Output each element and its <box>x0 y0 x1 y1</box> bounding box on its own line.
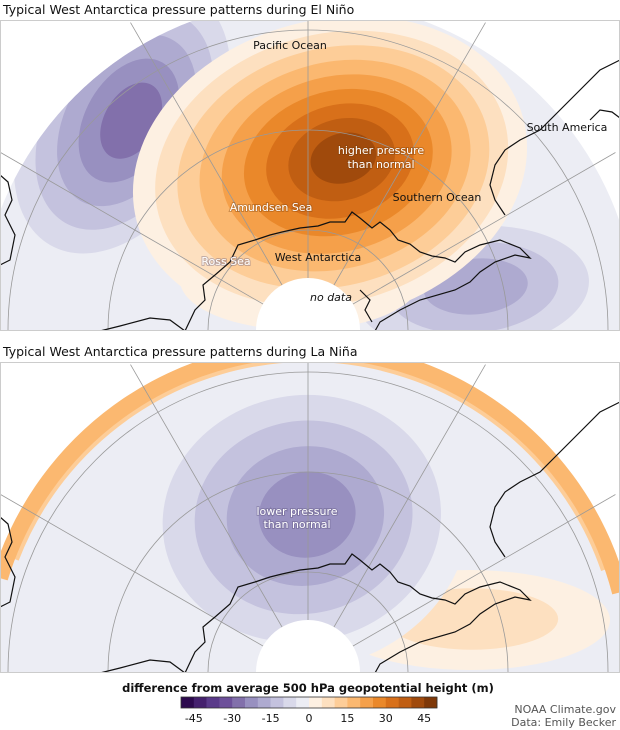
color-swatch <box>360 697 374 708</box>
color-swatch <box>283 697 297 708</box>
color-swatch <box>385 697 399 708</box>
color-swatch <box>373 697 387 708</box>
meridian-line <box>307 152 616 331</box>
anomaly-label-line2: than normal <box>347 158 414 171</box>
color-swatch <box>257 697 271 708</box>
color-swatch <box>232 697 246 708</box>
color-swatch <box>411 697 425 708</box>
el-nino-title: Typical West Antarctica pressure pattern… <box>2 2 354 17</box>
color-swatch <box>321 697 335 708</box>
legend-tick-label: -15 <box>262 712 280 725</box>
color-swatch <box>219 697 233 708</box>
anomaly-label-line2: than normal <box>263 518 330 531</box>
meridian-line <box>307 364 486 673</box>
color-swatch <box>206 697 220 708</box>
pacific-ocean-label: Pacific Ocean <box>253 39 327 52</box>
contour-band <box>310 132 377 184</box>
coastlines <box>0 401 620 673</box>
meridian-line <box>130 364 309 673</box>
legend-tick-label: 30 <box>379 712 393 725</box>
legend-tick-label: 0 <box>306 712 313 725</box>
graticule <box>0 362 616 673</box>
no-data-area <box>256 620 360 672</box>
legend-title: difference from average 500 hPa geopoten… <box>122 681 494 695</box>
color-swatch <box>424 697 438 708</box>
meridian-line <box>307 494 616 673</box>
legend-tick-label: -45 <box>185 712 203 725</box>
source-credit: NOAA Climate.gov <box>514 703 616 716</box>
anomaly-label-line1: lower pressure <box>256 505 337 518</box>
amundsen-sea-label: Amundsen Sea <box>230 201 313 214</box>
color-swatch <box>270 697 284 708</box>
la-nina-map: lower pressure than normal <box>0 362 620 673</box>
legend-tick-label: -30 <box>223 712 241 725</box>
color-scale-border <box>180 696 438 709</box>
color-swatch <box>296 697 310 708</box>
legend-tick-label: 45 <box>417 712 431 725</box>
color-scale-ticks: -45 -30 -15 0 15 30 45 <box>185 712 431 725</box>
color-swatch <box>398 697 412 708</box>
color-swatch <box>193 697 207 708</box>
anomaly-field <box>0 362 620 672</box>
no-data-label: no data <box>310 291 352 304</box>
graticule <box>0 20 616 331</box>
meridian-line <box>0 152 309 331</box>
color-swatch <box>334 697 348 708</box>
ross-sea-label: Ross Sea <box>201 255 250 268</box>
no-data-area <box>256 278 360 330</box>
data-credit: Data: Emily Becker <box>511 716 616 729</box>
south-america-label: South America <box>527 121 608 134</box>
color-swatch <box>347 697 361 708</box>
legend-tick-label: 15 <box>340 712 354 725</box>
west-antarctica-label: West Antarctica <box>275 251 362 264</box>
meridian-line <box>130 22 309 331</box>
la-nina-title: Typical West Antarctica pressure pattern… <box>2 344 358 359</box>
color-swatch <box>309 697 323 708</box>
contour-band <box>0 362 620 595</box>
southern-ocean-label: Southern Ocean <box>393 191 482 204</box>
contour-band <box>258 471 356 558</box>
meridian-line <box>307 22 486 331</box>
color-swatch <box>245 697 259 708</box>
color-swatch <box>181 697 195 708</box>
anomaly-label-line1: higher pressure <box>338 144 425 157</box>
el-nino-map: Pacific Ocean South America higher press… <box>0 20 620 331</box>
color-scale-bar <box>180 696 438 709</box>
coastlines <box>0 59 620 331</box>
meridian-line <box>0 494 309 673</box>
